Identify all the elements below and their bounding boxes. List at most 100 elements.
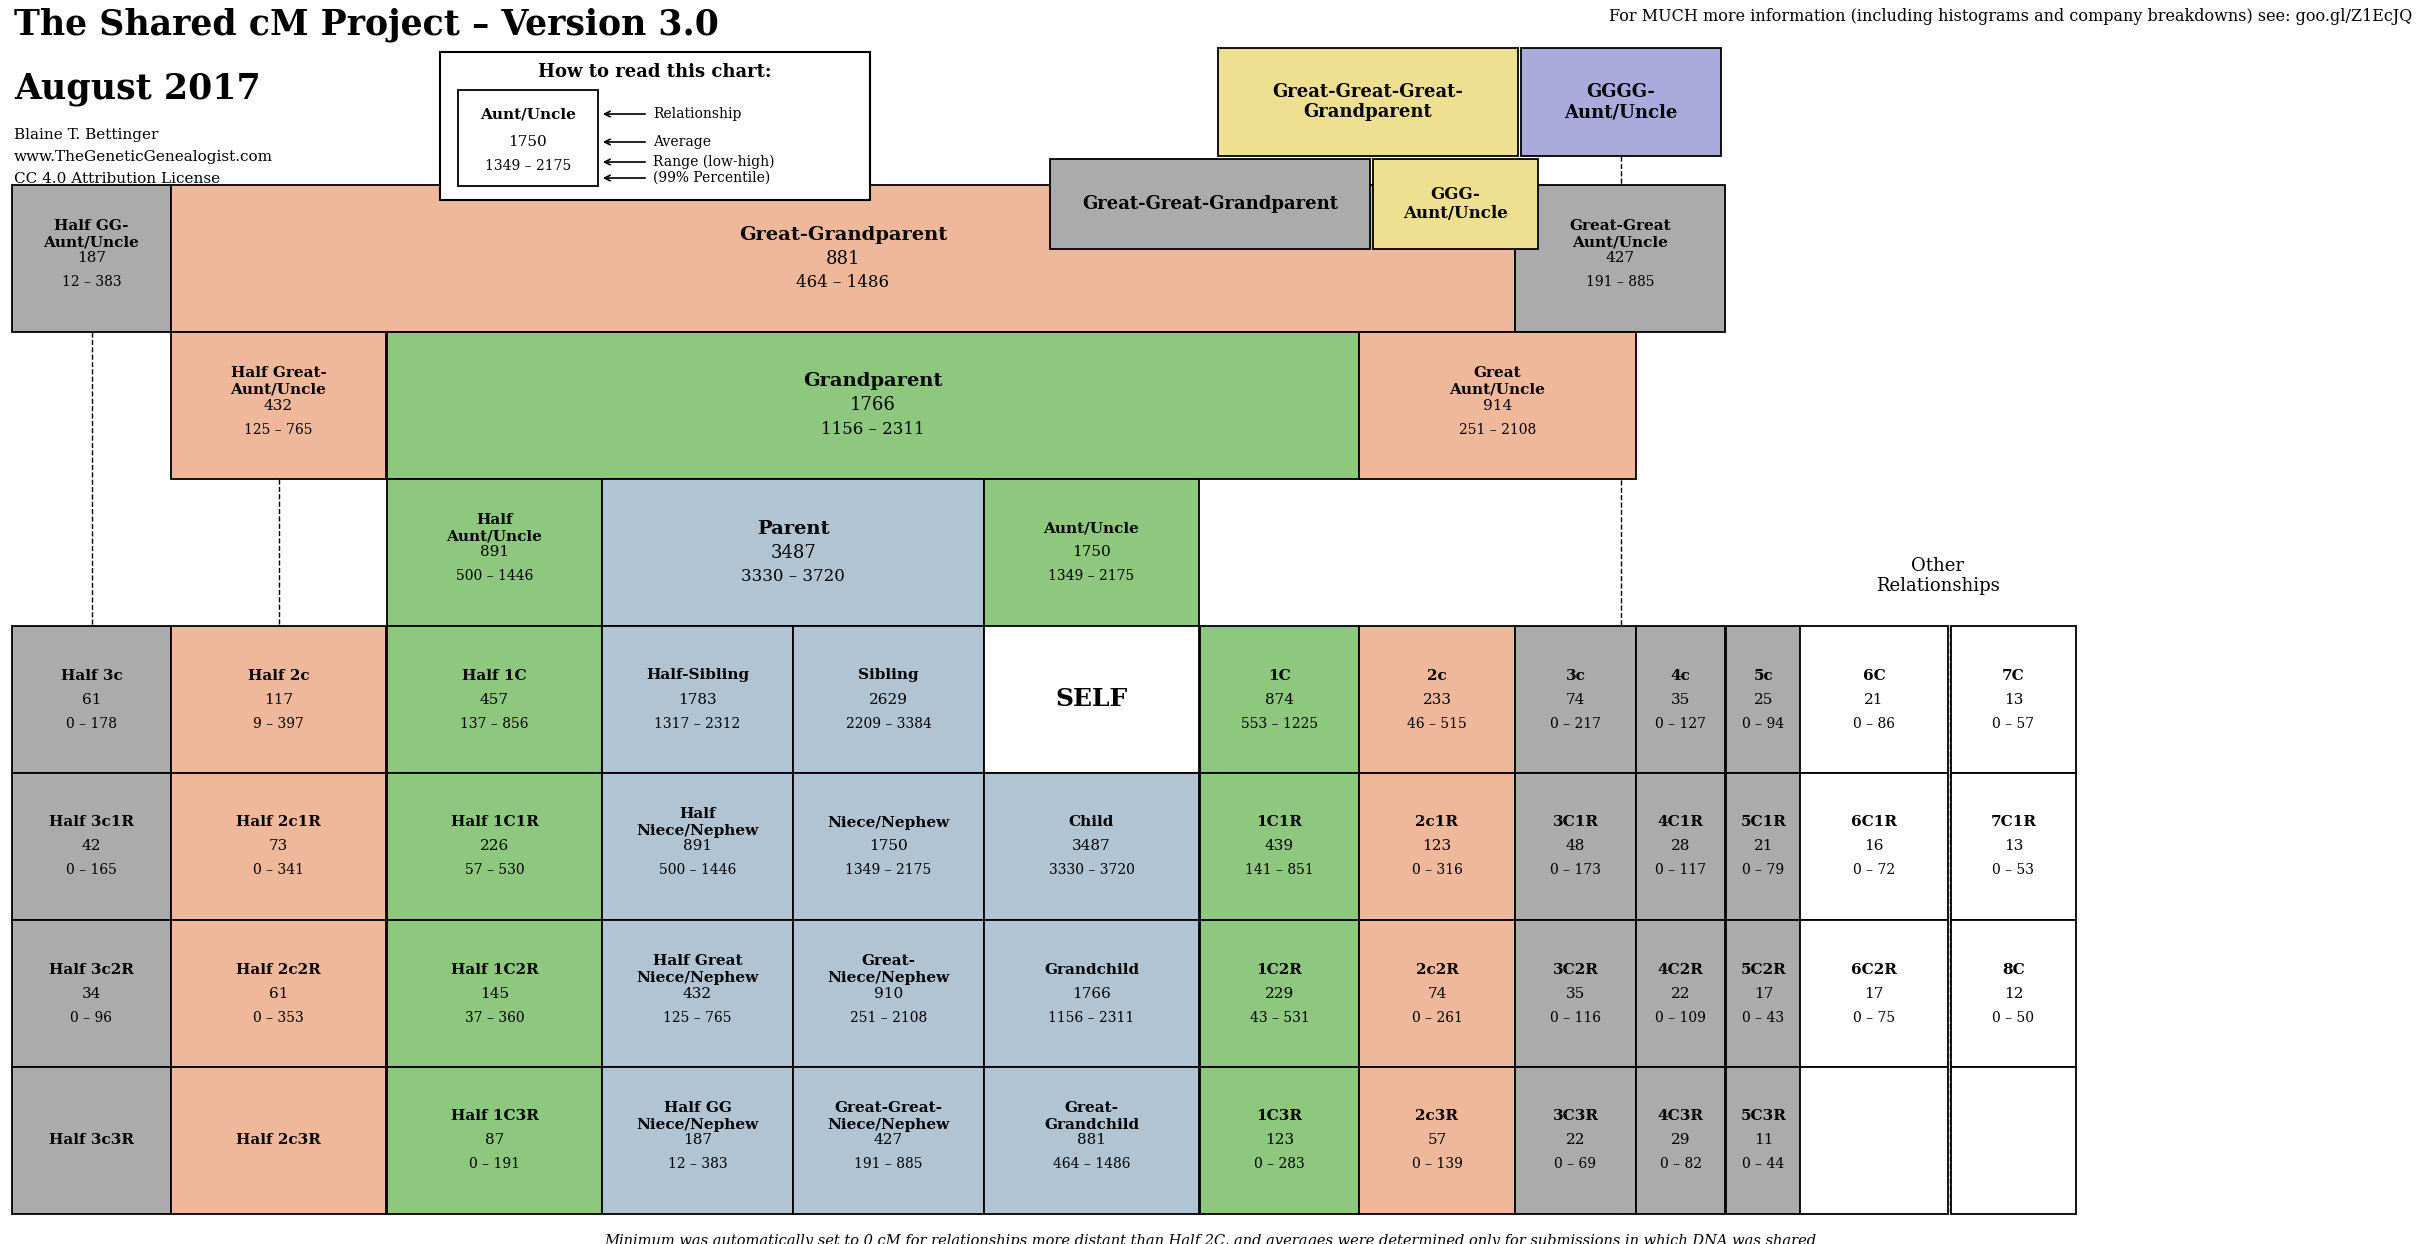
FancyBboxPatch shape [603,626,794,773]
Text: Half
Niece/Nephew: Half Niece/Nephew [636,807,757,837]
Text: Parent: Parent [757,520,830,537]
Text: 1766: 1766 [849,397,895,414]
Text: (99% Percentile): (99% Percentile) [653,170,770,185]
FancyBboxPatch shape [1200,773,1360,921]
Text: 48: 48 [1566,840,1585,853]
Text: 432: 432 [264,398,293,413]
FancyBboxPatch shape [1360,332,1636,479]
Text: Half 1C2R: Half 1C2R [450,963,537,977]
FancyBboxPatch shape [172,921,387,1067]
FancyBboxPatch shape [172,332,387,479]
Text: 29: 29 [1670,1133,1689,1147]
FancyBboxPatch shape [387,1067,603,1214]
Text: 34: 34 [82,986,102,1000]
Text: 141 – 851: 141 – 851 [1246,863,1314,877]
FancyBboxPatch shape [1200,921,1360,1067]
Text: 7C: 7C [2001,668,2026,683]
FancyBboxPatch shape [1636,773,1725,921]
FancyBboxPatch shape [1515,921,1636,1067]
Text: 13: 13 [2004,693,2023,707]
FancyBboxPatch shape [12,773,172,921]
Text: 16: 16 [1863,840,1883,853]
FancyBboxPatch shape [603,1067,794,1214]
Text: 553 – 1225: 553 – 1225 [1241,717,1319,730]
FancyBboxPatch shape [1360,921,1515,1067]
Text: Great
Aunt/Uncle: Great Aunt/Uncle [1450,367,1546,397]
FancyBboxPatch shape [985,921,1198,1067]
Text: 0 – 127: 0 – 127 [1655,717,1706,730]
Text: Great-Great-Grandparent: Great-Great-Grandparent [1082,195,1338,213]
FancyBboxPatch shape [457,90,598,187]
FancyBboxPatch shape [1800,773,1948,921]
Text: 12 – 383: 12 – 383 [668,1157,728,1172]
Text: 123: 123 [1423,840,1452,853]
Text: 74: 74 [1428,986,1447,1000]
FancyBboxPatch shape [1515,1067,1636,1214]
Text: 1C: 1C [1268,668,1290,683]
Text: 0 – 75: 0 – 75 [1854,1010,1895,1025]
Text: 0 – 53: 0 – 53 [1992,863,2035,877]
Text: CC 4.0 Attribution License: CC 4.0 Attribution License [15,172,220,187]
Text: Half
Aunt/Uncle: Half Aunt/Uncle [448,514,542,544]
Text: 17: 17 [1863,986,1883,1000]
Text: 439: 439 [1266,840,1295,853]
FancyBboxPatch shape [603,921,794,1067]
Text: 226: 226 [479,840,508,853]
FancyBboxPatch shape [12,185,172,332]
Text: 251 – 2108: 251 – 2108 [1459,423,1537,437]
FancyBboxPatch shape [794,921,985,1067]
FancyBboxPatch shape [387,921,603,1067]
Text: Half 1C3R: Half 1C3R [450,1110,537,1123]
FancyBboxPatch shape [794,1067,985,1214]
Text: 187: 187 [682,1133,711,1147]
Text: 46 – 515: 46 – 515 [1406,717,1467,730]
FancyBboxPatch shape [387,626,603,773]
Text: Half 1C: Half 1C [462,668,528,683]
Text: 35: 35 [1670,693,1689,707]
Text: 0 – 173: 0 – 173 [1549,863,1602,877]
Text: 5C2R: 5C2R [1740,963,1786,977]
Text: 0 – 72: 0 – 72 [1854,863,1895,877]
FancyBboxPatch shape [1951,773,2076,921]
Text: 42: 42 [82,840,102,853]
FancyBboxPatch shape [1636,626,1725,773]
Text: 3C1R: 3C1R [1554,816,1600,830]
Text: 0 – 96: 0 – 96 [70,1010,111,1025]
FancyBboxPatch shape [1522,49,1721,156]
Text: 22: 22 [1670,986,1689,1000]
Text: 874: 874 [1266,693,1295,707]
FancyBboxPatch shape [387,332,1360,479]
Text: Range (low-high): Range (low-high) [653,154,774,169]
FancyBboxPatch shape [1951,1067,2076,1214]
Text: 1317 – 2312: 1317 – 2312 [653,717,741,730]
FancyBboxPatch shape [12,626,172,773]
Text: 1349 – 2175: 1349 – 2175 [1048,570,1135,583]
Text: 4c: 4c [1670,668,1692,683]
Text: 1766: 1766 [1072,986,1111,1000]
Text: Half GG-
Aunt/Uncle: Half GG- Aunt/Uncle [44,219,140,250]
Text: 0 – 94: 0 – 94 [1742,717,1784,730]
Text: August 2017: August 2017 [15,72,261,106]
Text: www.TheGeneticGenealogist.com: www.TheGeneticGenealogist.com [15,151,273,164]
FancyBboxPatch shape [985,626,1198,773]
Text: 5C1R: 5C1R [1740,816,1786,830]
FancyBboxPatch shape [1515,773,1636,921]
FancyBboxPatch shape [1951,921,2076,1067]
FancyBboxPatch shape [1725,773,1800,921]
FancyBboxPatch shape [1636,921,1725,1067]
Text: 5c: 5c [1754,668,1774,683]
Text: 427: 427 [874,1133,903,1147]
Text: 4C3R: 4C3R [1658,1110,1704,1123]
Text: Relationship: Relationship [653,107,741,121]
Text: 457: 457 [479,693,508,707]
Text: 1349 – 2175: 1349 – 2175 [845,863,932,877]
FancyBboxPatch shape [1800,626,1948,773]
Text: How to read this chart:: How to read this chart: [537,63,772,81]
Text: 0 – 191: 0 – 191 [469,1157,520,1172]
FancyBboxPatch shape [1217,49,1517,156]
Text: Great-Great-Great-
Grandparent: Great-Great-Great- Grandparent [1273,82,1464,122]
Text: 123: 123 [1266,1133,1295,1147]
Text: Sibling: Sibling [859,668,920,683]
Text: 21: 21 [1754,840,1774,853]
Text: Blaine T. Bettinger: Blaine T. Bettinger [15,128,157,142]
